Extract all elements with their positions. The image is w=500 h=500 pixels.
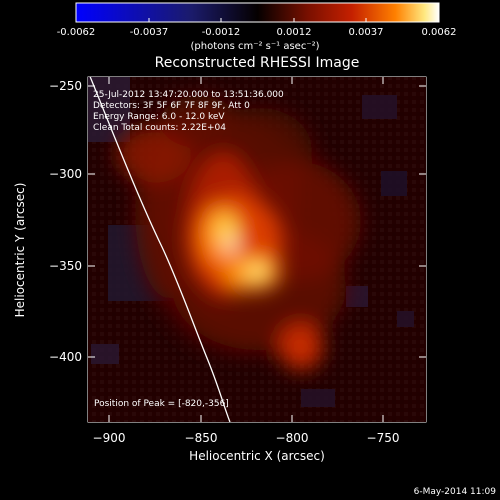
solar-limb [89,77,231,422]
x-tick-3: −750 [367,431,400,445]
colorbar-tick-3: 0.0012 [277,27,312,38]
x-tick-0: −900 [93,431,126,445]
detectors: Detectors: 3F 5F 6F 7F 8F 9F, Att 0 [93,101,250,111]
peak-position: Position of Peak = [-820,-356] [94,399,229,409]
x-tick-1: −850 [185,431,218,445]
x-tick-2: −800 [276,431,309,445]
observation-time: 25-Jul-2012 13:47:20.000 to 13:51:36.000 [93,90,284,100]
colorbar-tick-5: 0.0062 [422,27,457,38]
y-axis-label: Heliocentric Y (arcsec) [13,183,27,318]
y-tick-0: −250 [49,79,82,93]
colorbar-tick-0: -0.0062 [57,27,96,38]
axis-ticks [88,77,426,422]
y-tick-2: −350 [49,259,82,273]
colorbar-tick-2: -0.0012 [202,27,241,38]
y-tick-1: −300 [49,167,82,181]
x-axis-label: Heliocentric X (arcsec) [189,449,325,463]
colorbar-tick-4: 0.0037 [349,27,384,38]
solar-image [88,77,426,422]
colorbar-tick-1: -0.0037 [130,27,169,38]
colorbar [75,2,440,23]
colorbar-units: (photons cm⁻² s⁻¹ asec⁻²) [190,41,319,52]
y-tick-3: −400 [49,350,82,364]
energy-range: Energy Range: 6.0 - 12.0 keV [93,112,225,122]
plot-title: Reconstructed RHESSI Image [155,55,360,71]
footer-date: 6-May-2014 11:09 [414,487,497,497]
clean-total-counts: Clean Total counts: 2.22E+04 [93,123,226,133]
colorbar-tick-marks [75,18,440,22]
